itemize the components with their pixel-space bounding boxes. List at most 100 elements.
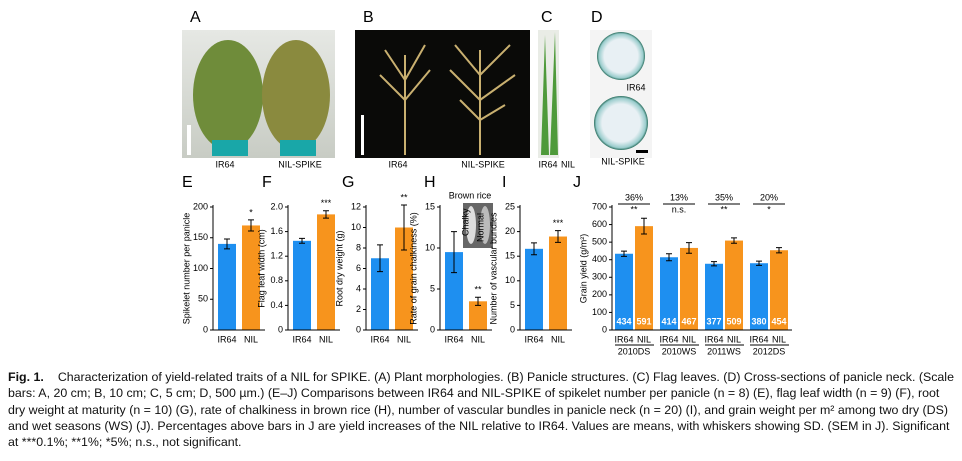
x-tick-label: IR64 <box>524 334 543 344</box>
x-tick-label: NIL <box>682 334 696 344</box>
y-tick-label: 600 <box>592 219 607 229</box>
bar <box>242 225 260 330</box>
plant <box>193 40 263 150</box>
panel-letter: B <box>363 9 374 26</box>
y-tick-label: 25 <box>505 201 515 211</box>
y-tick-label: 200 <box>193 201 208 211</box>
panel-letter: C <box>541 9 553 26</box>
y-tick-label: 15 <box>425 201 435 211</box>
y-tick-label: 15 <box>505 251 515 261</box>
y-tick-label: 300 <box>592 272 607 282</box>
photo-b <box>355 30 530 158</box>
bar <box>770 250 788 330</box>
figure: A IR64 NIL-SPIKE B IR64 NIL-SPIKE C IR64 NIL D IR6… <box>181 9 792 356</box>
significance: * <box>767 204 771 214</box>
error-bar <box>377 244 383 273</box>
panel-letter: H <box>424 174 436 191</box>
y-tick-label: 0 <box>278 324 283 334</box>
y-tick-label: 10 <box>425 242 435 252</box>
y-tick-label: 5 <box>510 300 515 310</box>
axis <box>287 205 340 331</box>
y-tick-label: 0 <box>203 324 208 334</box>
inset-label: Chalky <box>460 208 470 236</box>
panel-letter: I <box>502 174 506 191</box>
group-label: 2010DS <box>618 346 651 356</box>
y-axis-label: Grain yield (g/m²) <box>578 234 588 304</box>
photo-label: NIL-SPIKE <box>278 159 322 169</box>
y-tick-label: 0.8 <box>270 275 283 285</box>
value-label: 377 <box>706 316 721 326</box>
y-tick-label: 6 <box>356 263 361 273</box>
error-bar <box>323 210 329 219</box>
caption: Fig. 1. Characterization of yield-related… <box>8 369 954 450</box>
y-axis-label: Flag leaf width (cm) <box>256 229 266 308</box>
bar <box>218 243 236 330</box>
group-label: 2011WS <box>707 346 741 356</box>
grain <box>480 206 490 244</box>
photo-label: IR64 <box>626 82 645 92</box>
x-tick-label: IR64 <box>217 334 236 344</box>
error-bar <box>666 253 672 262</box>
x-tick-label: IR64 <box>704 334 723 344</box>
y-tick-label: 10 <box>351 222 361 232</box>
bar <box>635 226 653 330</box>
significance: *** <box>321 198 332 208</box>
significance: ** <box>630 204 638 214</box>
x-tick-label: NIL <box>551 334 565 344</box>
bar <box>615 253 633 330</box>
increase: 20% <box>760 192 778 202</box>
increase: 36% <box>625 192 643 202</box>
error-bar <box>776 247 782 254</box>
scale-bar <box>636 150 648 153</box>
y-tick-label: 4 <box>356 283 361 293</box>
bar <box>660 257 678 330</box>
error-bar <box>299 237 305 244</box>
bar <box>750 263 768 330</box>
bar <box>469 301 487 330</box>
panel-letter: A <box>190 9 201 26</box>
significance: * <box>249 207 253 217</box>
significance: ** <box>400 192 408 202</box>
x-tick-label: NIL <box>772 334 786 344</box>
y-tick-label: 8 <box>356 242 361 252</box>
error-bar <box>641 217 647 235</box>
x-tick-label: IR64 <box>749 334 768 344</box>
value-label: 454 <box>771 316 786 326</box>
x-tick-label: NIL <box>319 334 333 344</box>
x-tick-label: NIL <box>397 334 411 344</box>
bar <box>680 247 698 330</box>
bar <box>293 240 311 330</box>
pot <box>212 140 248 156</box>
x-tick-label: IR64 <box>292 334 311 344</box>
y-tick-label: 2 <box>356 304 361 314</box>
panel-letter: G <box>342 174 354 191</box>
y-tick-label: 2.0 <box>270 201 283 211</box>
photo-label: NIL <box>561 159 575 169</box>
photo-label: IR64 <box>388 159 407 169</box>
bar <box>549 236 567 330</box>
y-tick-label: 10 <box>505 275 515 285</box>
y-tick-label: 500 <box>592 237 607 247</box>
bar <box>725 240 743 330</box>
x-tick-label: IR64 <box>659 334 678 344</box>
bar <box>371 258 389 330</box>
bar <box>525 248 543 330</box>
bar <box>317 214 335 330</box>
y-tick-label: 700 <box>592 201 607 211</box>
leaf <box>541 32 558 155</box>
y-tick-label: 100 <box>193 263 208 273</box>
increase: 35% <box>715 192 733 202</box>
value-label: 414 <box>661 316 676 326</box>
significance: *** <box>553 218 564 228</box>
error-bar <box>555 230 561 243</box>
axis <box>212 205 265 331</box>
y-axis-label: Spikelet number per panicle <box>181 213 191 325</box>
value-label: 591 <box>636 316 651 326</box>
bar <box>705 263 723 330</box>
error-bar <box>711 261 717 267</box>
x-tick-label: IR64 <box>444 334 463 344</box>
axis <box>611 205 792 331</box>
x-tick-label: NIL <box>244 334 258 344</box>
y-tick-label: 200 <box>592 289 607 299</box>
axis <box>365 205 418 331</box>
